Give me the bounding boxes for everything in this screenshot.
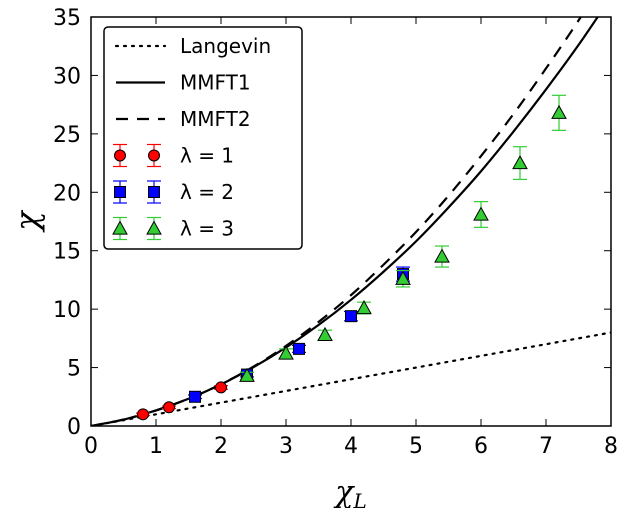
data-point <box>215 381 227 394</box>
legend-marker <box>148 149 160 162</box>
data-point <box>137 408 149 421</box>
x-tick-label: 0 <box>84 434 98 459</box>
legend: Langevin MMFT1 MMFT2 λ = 1 λ = 2 λ = 3 <box>103 26 303 250</box>
legend-item: MMFT1 <box>116 71 251 95</box>
x-tick-label: 8 <box>604 434 618 459</box>
legend-label: λ = 3 <box>180 217 234 241</box>
legend-item: λ = 1 <box>113 144 234 168</box>
legend-item: MMFT2 <box>116 107 251 131</box>
data-point <box>345 310 357 323</box>
legend-marker <box>146 220 162 235</box>
x-tick-label: 4 <box>344 434 358 459</box>
legend-label: MMFT2 <box>180 107 251 131</box>
data-point <box>395 270 411 285</box>
y-tick-label: 25 <box>53 123 81 148</box>
data-point <box>317 326 333 341</box>
x-tick-label: 2 <box>214 434 228 459</box>
y-tick-label: 0 <box>67 415 81 440</box>
data-point <box>512 155 528 170</box>
y-tick-label: 15 <box>53 240 81 265</box>
legend-marker <box>114 149 126 162</box>
tick-layer: 0 1 2 3 4 5 6 7 8 0 5 10 15 20 25 30 35 <box>53 6 618 459</box>
y-tick-label: 35 <box>53 6 81 31</box>
legend-label: λ = 2 <box>180 180 234 204</box>
data-point <box>434 248 450 263</box>
data-point <box>163 401 175 414</box>
y-tick-label: 30 <box>53 64 81 89</box>
data-point <box>473 206 489 221</box>
series-0 <box>91 331 611 426</box>
data-point <box>278 345 294 360</box>
line-langevin <box>91 331 611 426</box>
data-point <box>551 104 567 119</box>
legend-item: λ = 3 <box>112 217 234 241</box>
data-point <box>239 367 255 382</box>
x-tick-label: 6 <box>474 434 488 459</box>
line-mmft2 <box>91 17 583 426</box>
series-layer <box>91 17 611 426</box>
x-tick-label: 1 <box>149 434 163 459</box>
series-3 <box>136 381 228 421</box>
legend-marker <box>114 186 126 198</box>
data-point <box>189 390 201 403</box>
x-tick-label: 3 <box>279 434 293 459</box>
legend-item: λ = 2 <box>113 180 234 204</box>
legend-marker <box>112 220 128 235</box>
series-2 <box>91 17 583 426</box>
y-tick-label: 10 <box>53 298 81 323</box>
y-tick-label: 5 <box>67 357 81 382</box>
y-tick-label: 20 <box>53 181 81 206</box>
data-point <box>356 299 372 315</box>
legend-marker <box>148 186 160 198</box>
x-tick-label: 5 <box>409 434 423 459</box>
y-axis-label: χ <box>8 210 46 233</box>
x-tick-label: 7 <box>539 434 553 459</box>
series-5 <box>239 94 567 382</box>
legend-label: MMFT1 <box>180 71 251 95</box>
legend-label: Langevin <box>180 34 271 58</box>
x-axis-label: χL <box>333 475 366 508</box>
legend-label: λ = 1 <box>180 144 234 168</box>
legend-item: Langevin <box>114 34 271 58</box>
data-point <box>293 342 305 355</box>
